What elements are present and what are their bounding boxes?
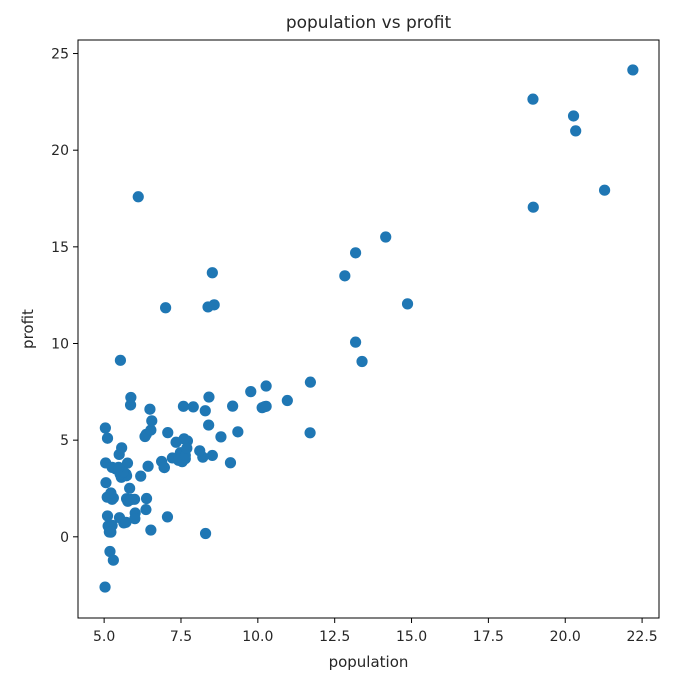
data-point — [105, 526, 117, 538]
data-point — [627, 64, 639, 76]
data-point — [129, 513, 141, 525]
data-point — [140, 492, 153, 505]
data-point — [101, 432, 114, 444]
data-point — [208, 299, 220, 311]
data-point — [112, 461, 125, 474]
data-point — [100, 477, 112, 489]
data-point — [227, 400, 239, 412]
data-point — [199, 405, 211, 417]
x-tick-label: 10.0 — [242, 629, 273, 645]
x-tick-label: 7.5 — [170, 629, 192, 645]
plot-area-frame — [77, 39, 660, 619]
data-point — [206, 449, 218, 462]
data-point — [104, 545, 116, 558]
data-point — [145, 424, 157, 436]
data-point — [349, 336, 362, 348]
data-point — [160, 302, 172, 314]
data-point — [142, 460, 154, 472]
data-point — [132, 191, 144, 203]
data-point — [598, 184, 611, 196]
data-point — [121, 457, 134, 469]
data-point — [125, 391, 137, 404]
data-point — [181, 442, 193, 454]
x-tick-label: 12.5 — [319, 629, 350, 645]
x-tick-label: 17.5 — [473, 629, 504, 645]
data-point — [339, 270, 351, 282]
data-point — [567, 110, 580, 122]
y-tick-label: 25 — [51, 47, 69, 63]
data-point — [281, 394, 293, 407]
data-point — [260, 400, 272, 412]
data-point — [161, 511, 174, 523]
data-point — [304, 427, 316, 439]
data-point — [101, 510, 114, 522]
data-point — [206, 267, 218, 279]
data-point — [124, 482, 136, 494]
data-point — [125, 493, 137, 506]
data-point — [144, 403, 156, 415]
data-point — [203, 391, 215, 403]
data-point — [187, 401, 199, 413]
data-point — [120, 516, 132, 528]
data-point — [215, 431, 227, 443]
x-axis-ticks: 5.0 7.5 10.0 12.5 15.0 17.5 20.0 22.5 — [93, 618, 658, 645]
y-axis-ticks: 0 5 10 15 20 25 — [51, 47, 78, 546]
data-point — [162, 427, 174, 439]
x-tick-label: 20.0 — [550, 629, 581, 645]
data-point — [570, 125, 582, 137]
data-point — [135, 470, 147, 482]
data-point — [245, 386, 257, 398]
x-axis-label: population — [329, 653, 409, 671]
data-point — [114, 354, 127, 366]
data-point — [304, 376, 316, 388]
data-point — [380, 231, 392, 243]
data-point — [349, 247, 362, 259]
data-point — [146, 415, 158, 427]
data-point — [158, 461, 170, 473]
data-point — [194, 445, 206, 457]
data-point — [178, 433, 190, 445]
data-point — [232, 426, 244, 438]
data-point — [99, 422, 111, 434]
data-point — [224, 457, 237, 469]
data-point — [260, 380, 272, 392]
x-tick-label: 22.5 — [627, 629, 658, 645]
data-point — [105, 487, 117, 499]
y-tick-label: 5 — [60, 433, 69, 449]
chart-title: population vs profit — [286, 13, 452, 33]
data-point — [203, 419, 215, 431]
y-tick-label: 0 — [60, 530, 69, 546]
data-point — [177, 400, 190, 412]
data-point — [145, 524, 157, 536]
data-point — [116, 442, 128, 454]
y-tick-label: 20 — [51, 143, 69, 159]
y-tick-label: 10 — [51, 336, 69, 352]
data-point — [401, 298, 414, 310]
data-point — [356, 355, 368, 368]
y-tick-label: 15 — [51, 240, 69, 256]
x-tick-label: 15.0 — [396, 629, 427, 645]
data-point — [107, 554, 119, 566]
data-point — [527, 201, 539, 213]
x-tick-label: 5.0 — [93, 629, 115, 645]
data-point — [527, 93, 539, 105]
data-point — [199, 527, 212, 540]
y-axis-label: profit — [19, 309, 37, 349]
data-point — [140, 503, 152, 516]
data-points — [99, 64, 639, 593]
data-point — [99, 581, 111, 593]
